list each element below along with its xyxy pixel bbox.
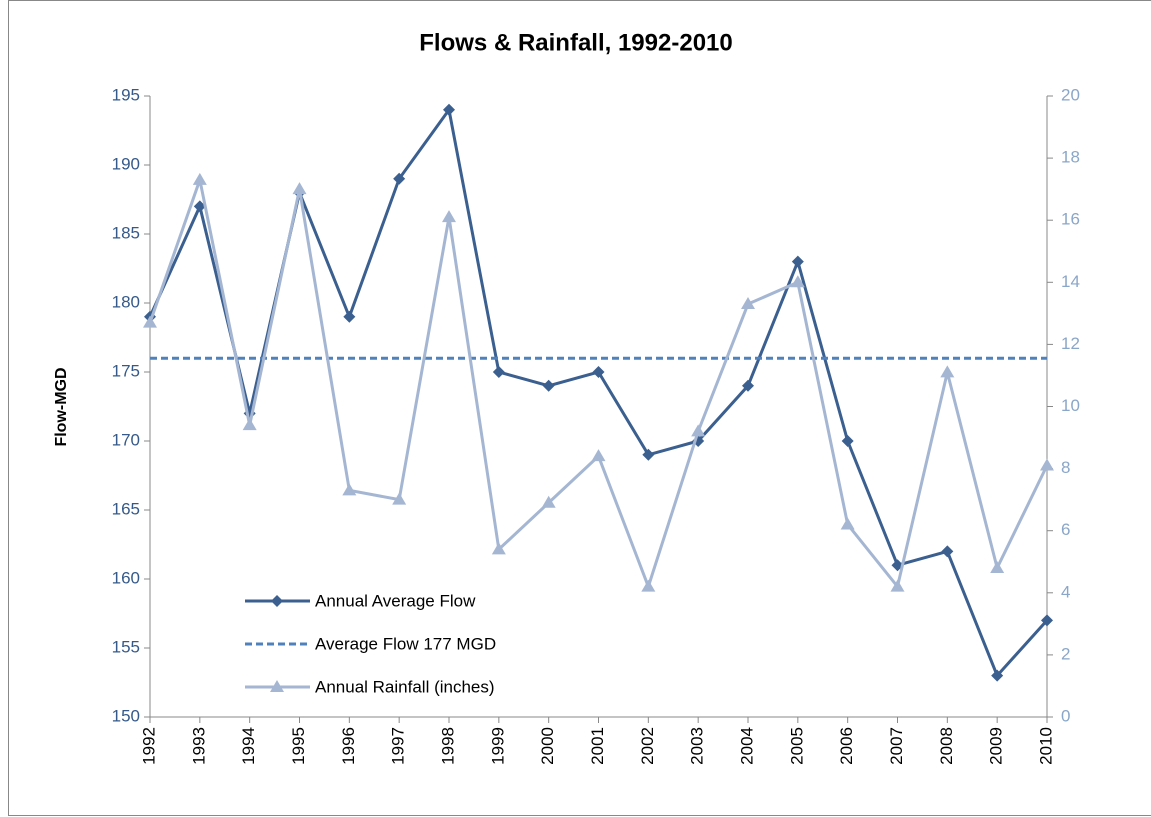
x-tick-label: 1992 — [139, 727, 158, 765]
data-point — [242, 418, 257, 431]
y2-tick-label: 18 — [1061, 148, 1080, 167]
data-point — [990, 560, 1005, 573]
x-tick-label: 1997 — [389, 727, 408, 765]
legend-label: Annual Average Flow — [315, 591, 476, 610]
y2-tick-label: 0 — [1061, 706, 1070, 725]
x-tick-label: 2009 — [987, 727, 1006, 765]
data-point — [741, 297, 755, 310]
y2-tick-label: 20 — [1061, 85, 1080, 104]
y-tick-label: 155 — [112, 637, 140, 656]
data-point — [343, 310, 356, 323]
data-point — [592, 366, 605, 378]
data-point — [1041, 614, 1053, 627]
legend-marker — [271, 595, 283, 607]
data-point — [442, 210, 456, 223]
data-point — [790, 275, 805, 288]
data-point — [691, 424, 706, 437]
y2-tick-label: 10 — [1061, 396, 1080, 415]
chart-title: Flows & Rainfall, 1992-2010 — [419, 29, 732, 56]
data-point — [143, 315, 157, 328]
data-point — [641, 579, 656, 592]
x-tick-label: 2010 — [1036, 727, 1055, 765]
x-tick-label: 2002 — [638, 727, 657, 765]
data-point — [541, 495, 556, 508]
chart-border — [8, 0, 1151, 816]
data-point — [292, 182, 307, 195]
data-point — [542, 379, 555, 392]
y2-tick-label: 2 — [1061, 644, 1070, 663]
x-tick-label: 2000 — [538, 727, 557, 765]
data-point — [642, 448, 655, 461]
y2-tick-label: 6 — [1061, 520, 1070, 539]
legend-label: Annual Rainfall (inches) — [315, 677, 495, 696]
y-tick-label: 165 — [112, 499, 140, 518]
x-tick-label: 2001 — [588, 727, 607, 765]
data-point — [342, 483, 357, 496]
x-tick-label: 1993 — [189, 727, 208, 765]
y2-tick-label: 8 — [1061, 458, 1070, 477]
y-tick-label: 170 — [112, 430, 140, 449]
y-tick-label: 190 — [112, 154, 140, 173]
y-axis-title: Flow-MGD — [53, 367, 70, 446]
y-tick-label: 195 — [112, 85, 140, 104]
legend-label: Average Flow 177 MGD — [315, 634, 496, 653]
y2-tick-label: 14 — [1061, 272, 1080, 291]
data-point — [393, 172, 406, 185]
x-tick-label: 2007 — [887, 727, 906, 765]
data-point — [492, 366, 505, 378]
series-line — [148, 174, 1049, 592]
data-point — [742, 379, 754, 392]
data-point — [791, 255, 804, 268]
legend-marker — [270, 680, 284, 692]
data-point — [890, 579, 905, 592]
y-tick-label: 180 — [112, 292, 140, 311]
data-point — [941, 545, 954, 558]
x-tick-label: 1999 — [488, 727, 507, 765]
x-tick-label: 2004 — [737, 727, 756, 765]
data-point — [443, 103, 455, 116]
y-tick-label: 175 — [112, 361, 140, 380]
x-tick-label: 2005 — [787, 727, 806, 765]
y-tick-label: 160 — [112, 568, 140, 587]
y2-tick-label: 16 — [1061, 210, 1080, 229]
data-point — [193, 200, 206, 213]
x-tick-label: 2008 — [937, 727, 956, 765]
data-point — [1040, 458, 1054, 471]
x-tick-label: 2006 — [837, 727, 856, 765]
data-point — [841, 435, 854, 447]
series-line — [148, 106, 1049, 679]
y2-tick-label: 12 — [1061, 334, 1080, 353]
y2-tick-label: 4 — [1061, 582, 1070, 601]
x-tick-label: 1995 — [289, 727, 308, 765]
data-point — [392, 492, 407, 505]
data-point — [991, 669, 1004, 682]
x-tick-label: 1994 — [239, 727, 258, 765]
x-tick-label: 2003 — [688, 727, 707, 765]
data-point — [192, 172, 207, 185]
x-tick-label: 1996 — [339, 727, 358, 765]
data-point — [591, 449, 606, 462]
data-point — [940, 365, 955, 378]
y-tick-label: 185 — [112, 223, 140, 242]
x-tick-label: 1998 — [438, 727, 457, 765]
data-point — [840, 517, 855, 530]
y-tick-label: 150 — [112, 706, 140, 725]
data-point — [491, 542, 506, 555]
